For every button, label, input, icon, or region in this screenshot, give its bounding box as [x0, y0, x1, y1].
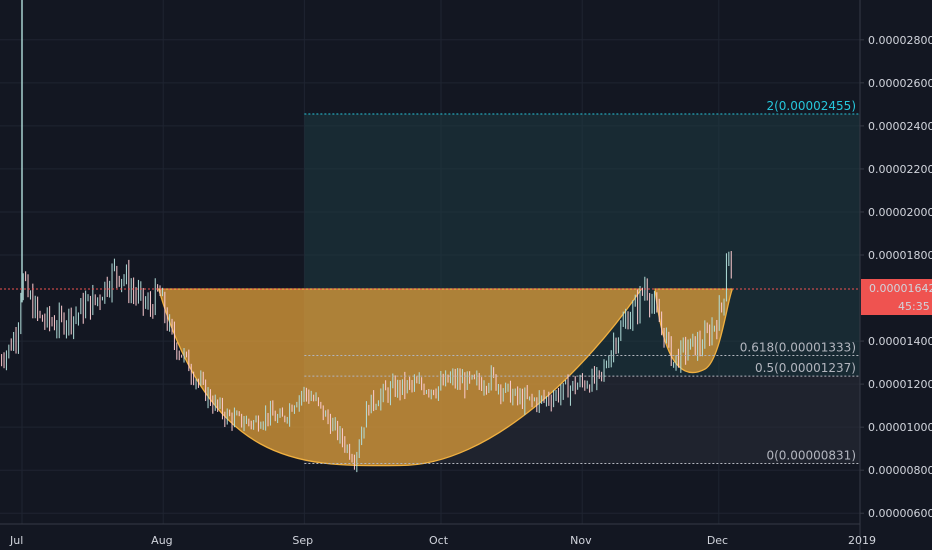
- fib-level-label: 0(0.00000831): [766, 449, 856, 463]
- y-tick-label: 0.00002200: [868, 163, 932, 176]
- fib-levels: 2(0.00002455) 0.618(0.00001333) 0.5(0.0000…: [304, 99, 860, 465]
- x-tick-label: 2019: [848, 534, 876, 547]
- current-price-badge: 0.00001642 45:35: [861, 279, 932, 315]
- fib-level-label: 0.5(0.00001237): [755, 361, 856, 375]
- price-axis[interactable]: 0.00002800 0.00002600 0.00002400 0.00002200…: [860, 34, 932, 520]
- price-bars: [1, 0, 732, 473]
- x-tick-label: Oct: [429, 534, 449, 547]
- x-tick-label: Aug: [151, 534, 172, 547]
- y-tick-label: 0.00000800: [868, 464, 932, 477]
- y-tick-label: 0.00001800: [868, 249, 932, 262]
- y-tick-label: 0.00002800: [868, 34, 932, 47]
- y-tick-label: 0.00000600: [868, 507, 932, 520]
- x-tick-label: Jul: [9, 534, 23, 547]
- handle-pattern-shape: [654, 288, 734, 374]
- x-tick-label: Nov: [570, 534, 592, 547]
- y-tick-label: 0.00002400: [868, 120, 932, 133]
- x-tick-label: Sep: [292, 534, 313, 547]
- fib-level-label: 2(0.00002455): [766, 99, 856, 113]
- y-tick-label: 0.00001000: [868, 421, 932, 434]
- fib-level-label: 0.618(0.00001333): [740, 341, 856, 355]
- y-tick-label: 0.00001400: [868, 335, 932, 348]
- x-tick-label: Dec: [707, 534, 728, 547]
- countdown-label: 45:35: [898, 300, 930, 313]
- time-axis[interactable]: Jul Aug Sep Oct Nov Dec 2019: [9, 534, 876, 547]
- y-tick-label: 0.00001200: [868, 378, 932, 391]
- current-price-label: 0.00001642: [869, 282, 932, 295]
- y-tick-label: 0.00002000: [868, 206, 932, 219]
- y-tick-label: 0.00002600: [868, 77, 932, 90]
- cup-pattern-shape: [157, 288, 643, 467]
